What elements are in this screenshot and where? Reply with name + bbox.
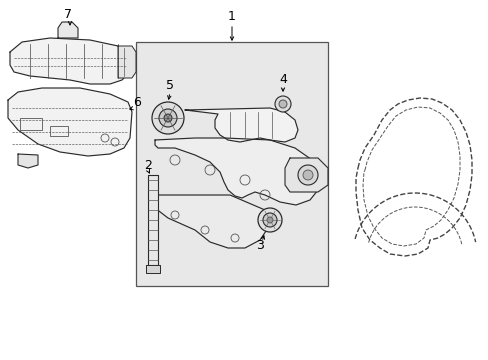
Polygon shape xyxy=(155,195,267,248)
Polygon shape xyxy=(10,38,130,84)
Polygon shape xyxy=(18,154,38,168)
Bar xyxy=(50,126,68,136)
Polygon shape xyxy=(146,265,160,273)
Circle shape xyxy=(263,213,276,227)
Polygon shape xyxy=(285,158,327,192)
Polygon shape xyxy=(8,88,132,156)
Circle shape xyxy=(163,114,172,122)
Circle shape xyxy=(152,102,183,134)
Bar xyxy=(20,118,42,130)
Text: 4: 4 xyxy=(279,72,286,86)
Circle shape xyxy=(266,217,272,223)
Text: 3: 3 xyxy=(256,239,264,252)
Polygon shape xyxy=(155,138,319,205)
Text: 2: 2 xyxy=(144,158,152,171)
Circle shape xyxy=(274,96,290,112)
Text: 6: 6 xyxy=(133,95,141,108)
Polygon shape xyxy=(148,175,158,265)
Polygon shape xyxy=(184,108,297,142)
Text: 7: 7 xyxy=(64,8,72,21)
Circle shape xyxy=(297,165,317,185)
Circle shape xyxy=(279,100,286,108)
Text: 1: 1 xyxy=(227,9,235,23)
Bar xyxy=(136,42,327,286)
Polygon shape xyxy=(118,46,136,78)
Circle shape xyxy=(303,170,312,180)
Polygon shape xyxy=(58,22,78,38)
Circle shape xyxy=(258,208,282,232)
Circle shape xyxy=(159,109,177,127)
Text: 5: 5 xyxy=(165,78,174,91)
